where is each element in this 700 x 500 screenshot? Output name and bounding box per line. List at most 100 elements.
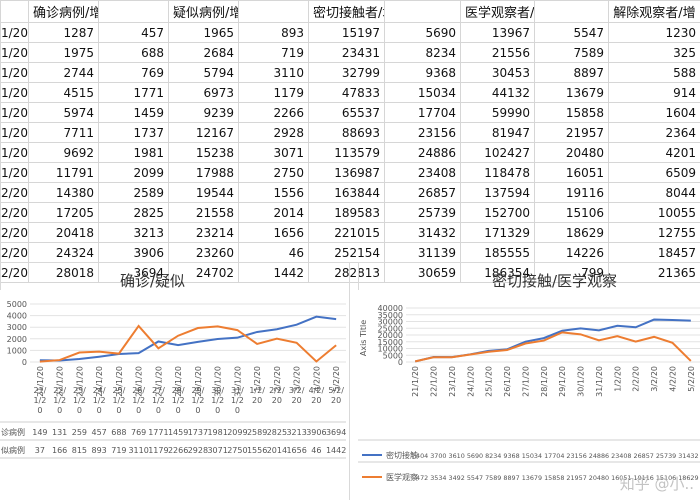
header-cell[interactable] (534, 0, 609, 23)
table-cell[interactable]: 23408 (384, 162, 461, 183)
table-cell[interactable]: 4515 (28, 82, 99, 103)
table-cell[interactable]: 1981 (98, 142, 169, 163)
table-cell[interactable]: 1179 (238, 82, 309, 103)
header-cell[interactable]: 密切接触者/增长数 (308, 0, 385, 23)
table-cell[interactable]: 2/20 (0, 222, 29, 243)
table-cell[interactable]: 15197 (308, 22, 385, 43)
table-cell[interactable]: 20480 (534, 142, 609, 163)
table-cell[interactable]: 1/20 (0, 82, 29, 103)
table-cell[interactable]: 719 (238, 42, 309, 63)
table-cell[interactable]: 186354 (460, 262, 535, 283)
table-cell[interactable]: 5690 (384, 22, 461, 43)
table-cell[interactable]: 23431 (308, 42, 385, 63)
table-cell[interactable]: 7711 (28, 122, 99, 143)
table-cell[interactable]: 46 (238, 242, 309, 263)
table-cell[interactable]: 2/20 (0, 182, 29, 203)
table-cell[interactable]: 3213 (98, 222, 169, 243)
table-cell[interactable]: 21556 (460, 42, 535, 63)
table-cell[interactable]: 1/20 (0, 162, 29, 183)
table-cell[interactable]: 1604 (608, 102, 700, 123)
table-cell[interactable]: 1771 (98, 82, 169, 103)
header-cell[interactable] (98, 0, 169, 23)
table-cell[interactable]: 31432 (384, 222, 461, 243)
table-cell[interactable]: 588 (608, 62, 700, 83)
table-cell[interactable]: 102427 (460, 142, 535, 163)
table-cell[interactable]: 769 (98, 62, 169, 83)
table-cell[interactable]: 21558 (168, 202, 239, 223)
table-cell[interactable]: 1656 (238, 222, 309, 243)
table-cell[interactable]: 282813 (308, 262, 385, 283)
header-cell[interactable] (0, 0, 29, 23)
table-cell[interactable]: 3071 (238, 142, 309, 163)
table-cell[interactable]: 9692 (28, 142, 99, 163)
table-cell[interactable]: 14226 (534, 242, 609, 263)
table-cell[interactable]: 136987 (308, 162, 385, 183)
table-cell[interactable]: 18457 (608, 242, 700, 263)
table-cell[interactable]: 325 (608, 42, 700, 63)
table-cell[interactable]: 4201 (608, 142, 700, 163)
table-cell[interactable]: 11791 (28, 162, 99, 183)
table-cell[interactable]: 24886 (384, 142, 461, 163)
header-cell[interactable] (384, 0, 461, 23)
table-cell[interactable]: 185555 (460, 242, 535, 263)
table-cell[interactable]: 47833 (308, 82, 385, 103)
table-cell[interactable]: 5547 (534, 22, 609, 43)
table-cell[interactable]: 3906 (98, 242, 169, 263)
table-cell[interactable]: 1/20 (0, 122, 29, 143)
table-cell[interactable]: 2684 (168, 42, 239, 63)
table-cell[interactable]: 5974 (28, 102, 99, 123)
table-cell[interactable]: 7589 (534, 42, 609, 63)
table-cell[interactable]: 10055 (608, 202, 700, 223)
table-cell[interactable]: 1442 (238, 262, 309, 283)
table-cell[interactable]: 26857 (384, 182, 461, 203)
header-cell[interactable]: 医学观察者/增长数 (460, 0, 535, 23)
table-cell[interactable]: 113579 (308, 142, 385, 163)
table-cell[interactable]: 171329 (460, 222, 535, 243)
table-cell[interactable]: 81947 (460, 122, 535, 143)
table-cell[interactable]: 1/20 (0, 102, 29, 123)
table-cell[interactable]: 88693 (308, 122, 385, 143)
table-cell[interactable]: 16051 (534, 162, 609, 183)
table-cell[interactable]: 6509 (608, 162, 700, 183)
table-cell[interactable]: 13679 (534, 82, 609, 103)
table-cell[interactable]: 19116 (534, 182, 609, 203)
table-cell[interactable]: 3694 (98, 262, 169, 283)
table-cell[interactable]: 8897 (534, 62, 609, 83)
table-cell[interactable]: 8044 (608, 182, 700, 203)
table-cell[interactable]: 118478 (460, 162, 535, 183)
table-cell[interactable]: 19544 (168, 182, 239, 203)
table-cell[interactable]: 1/20 (0, 142, 29, 163)
table-cell[interactable]: 1975 (28, 42, 99, 63)
table-cell[interactable]: 17988 (168, 162, 239, 183)
table-cell[interactable]: 23214 (168, 222, 239, 243)
table-cell[interactable]: 12755 (608, 222, 700, 243)
table-cell[interactable]: 25739 (384, 202, 461, 223)
table-cell[interactable]: 8234 (384, 42, 461, 63)
table-cell[interactable]: 2825 (98, 202, 169, 223)
table-cell[interactable]: 31139 (384, 242, 461, 263)
table-cell[interactable]: 23156 (384, 122, 461, 143)
table-cell[interactable]: 914 (608, 82, 700, 103)
table-cell[interactable]: 13967 (460, 22, 535, 43)
table-cell[interactable]: 137594 (460, 182, 535, 203)
table-cell[interactable]: 2/20 (0, 262, 29, 283)
table-cell[interactable]: 17704 (384, 102, 461, 123)
table-cell[interactable]: 14380 (28, 182, 99, 203)
table-cell[interactable]: 2014 (238, 202, 309, 223)
table-cell[interactable]: 23260 (168, 242, 239, 263)
table-cell[interactable]: 15858 (534, 102, 609, 123)
table-cell[interactable]: 1/20 (0, 22, 29, 43)
header-cell[interactable]: 解除观察者/增 (608, 0, 700, 23)
table-cell[interactable]: 1/20 (0, 42, 29, 63)
table-cell[interactable]: 252154 (308, 242, 385, 263)
table-cell[interactable]: 32799 (308, 62, 385, 83)
table-cell[interactable]: 44132 (460, 82, 535, 103)
table-cell[interactable]: 3110 (238, 62, 309, 83)
header-cell[interactable]: 确诊病例/增长数 (28, 0, 99, 23)
table-cell[interactable]: 15238 (168, 142, 239, 163)
table-cell[interactable]: 2589 (98, 182, 169, 203)
table-cell[interactable]: 15034 (384, 82, 461, 103)
table-cell[interactable]: 17205 (28, 202, 99, 223)
table-cell[interactable]: 189583 (308, 202, 385, 223)
table-cell[interactable]: 18629 (534, 222, 609, 243)
